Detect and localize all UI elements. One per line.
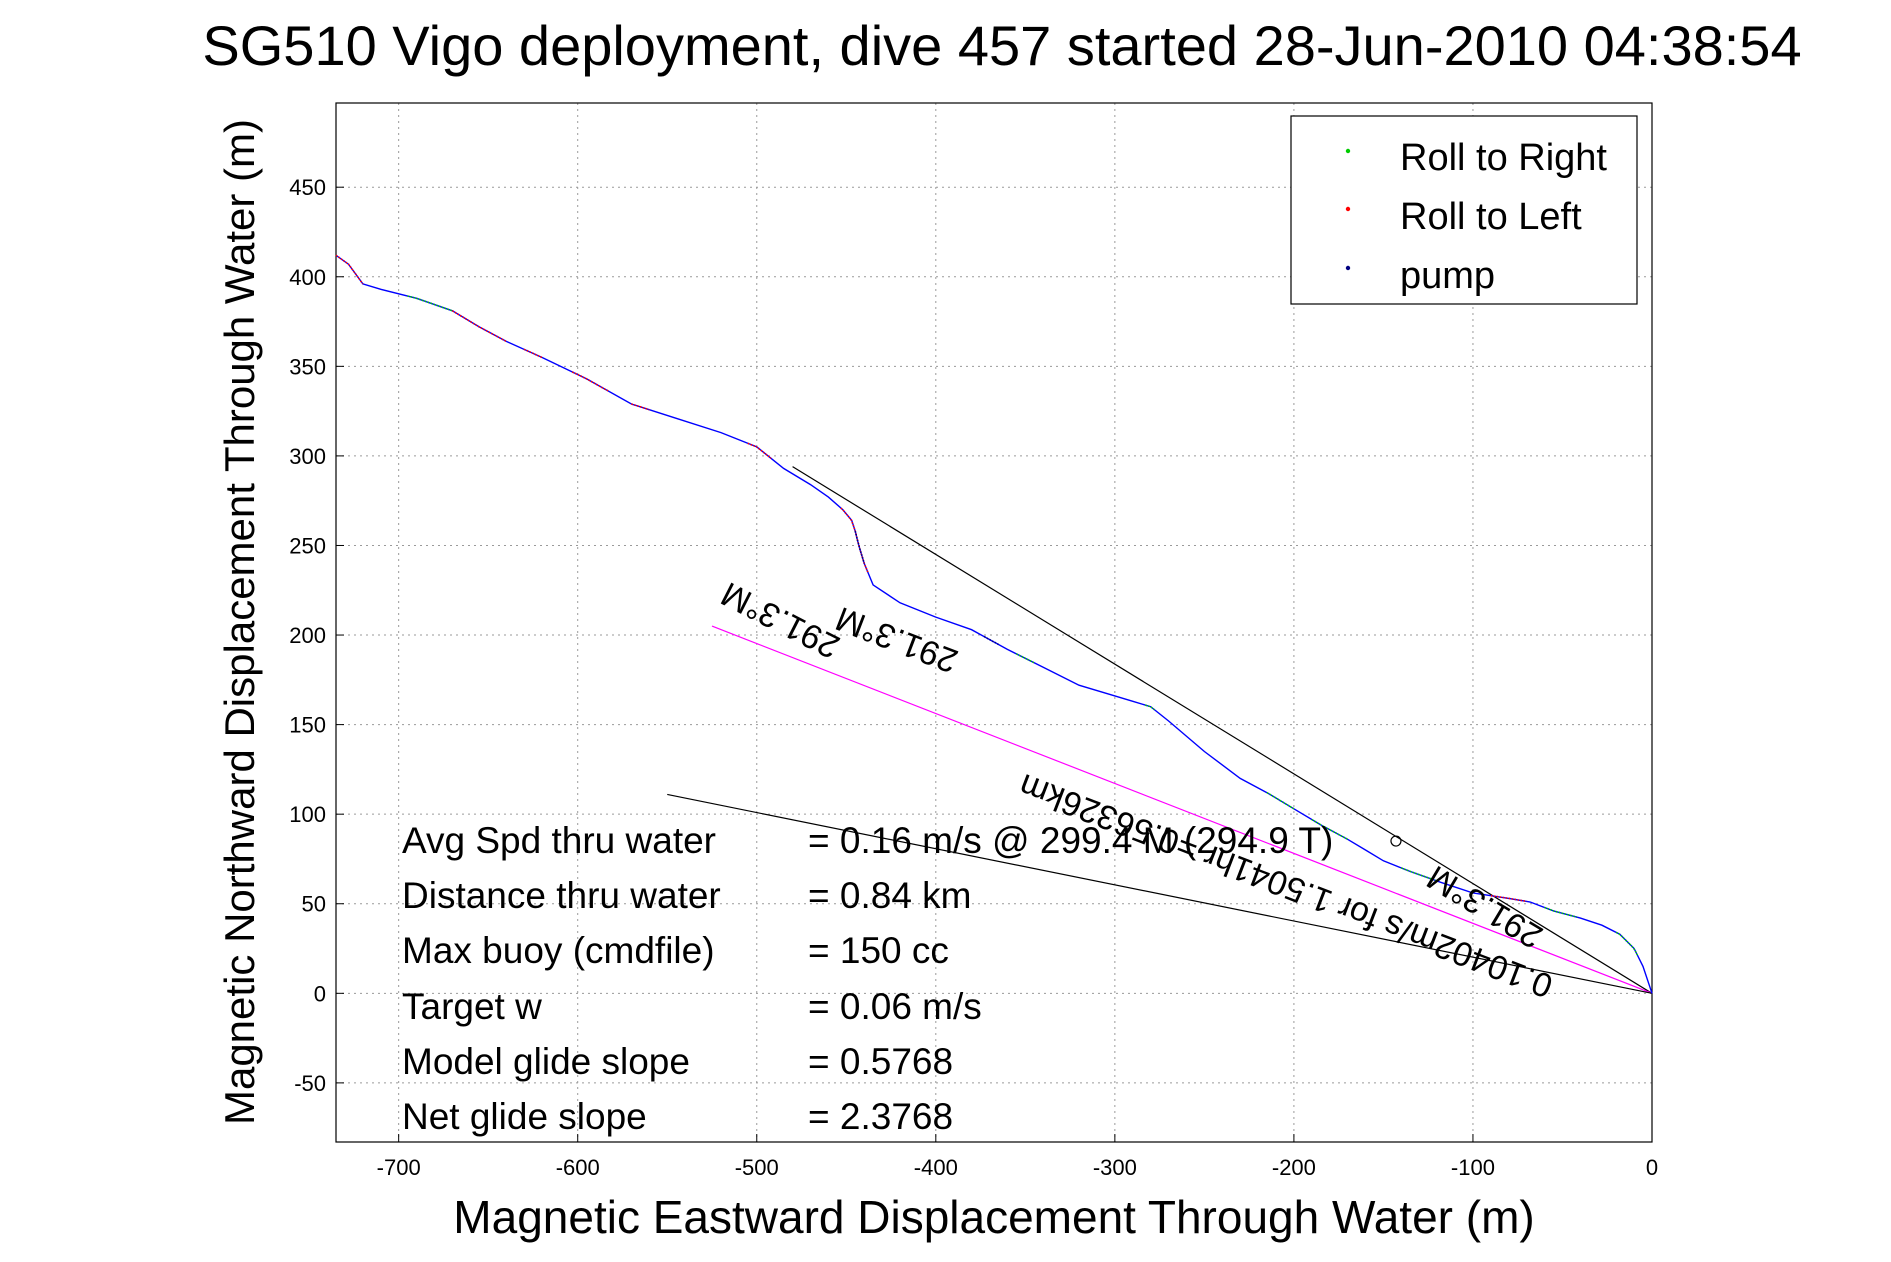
stat-label-target-w: Target w (402, 986, 542, 1027)
plot-frame (335, 102, 1653, 1143)
x-axis-label: Magnetic Eastward Displacement Through W… (453, 1191, 1534, 1243)
x-tick-label: -200 (1272, 1155, 1316, 1180)
y-tick-label: -50 (294, 1071, 326, 1096)
legend-marker-roll-left (1345, 206, 1351, 212)
roll-right-segment (1266, 792, 1295, 810)
stat-label-avg-spd: Avg Spd thru water (402, 820, 716, 861)
annotation-markers (1390, 835, 1402, 847)
x-tick-label: -300 (1093, 1155, 1137, 1180)
x-tick-label: -400 (914, 1155, 958, 1180)
roll-left-segment (631, 403, 650, 411)
y-tick-label: 0 (314, 981, 326, 1006)
track-line (335, 254, 1653, 994)
y-tick-label: 450 (289, 175, 326, 200)
stat-label-distance: Distance thru water (402, 875, 721, 916)
roll-left-segment (571, 371, 609, 392)
y-tick-label: 350 (289, 354, 326, 379)
legend-marker-pump (1345, 265, 1351, 271)
pump-segment (854, 530, 865, 564)
legend-label-pump: pump (1400, 255, 1495, 297)
y-axis-ticks: -50 0 50 100 150 200 250 300 350 400 450 (289, 175, 344, 1096)
roll-left-segment (747, 442, 772, 460)
stat-label-net-glide: Net glide slope (402, 1096, 647, 1137)
roll-left-segment (1490, 894, 1527, 903)
stat-value-max-buoy: = 150 cc (808, 930, 949, 971)
roll-left-segment (523, 348, 543, 359)
annotation-lines (667, 466, 1653, 994)
x-tick-label: -100 (1451, 1155, 1495, 1180)
legend-label-roll-right: Roll to Right (1400, 137, 1607, 179)
y-tick-label: 100 (289, 802, 326, 827)
stat-label-model-glide: Model glide slope (402, 1041, 690, 1082)
x-tick-label: -600 (556, 1155, 600, 1180)
legend: Roll to Right Roll to Left pump (1290, 115, 1638, 305)
roll-right-segment (1016, 653, 1035, 664)
y-tick-label: 300 (289, 444, 326, 469)
roll-right-segment (1544, 906, 1578, 918)
roll-left-segment (451, 310, 507, 343)
x-axis-ticks: -700 -600 -500 -400 -300 -200 -100 0 (377, 1134, 1658, 1180)
x-tick-label: 0 (1646, 1155, 1658, 1180)
roll-right-segment (1400, 867, 1438, 882)
legend-label-roll-left: Roll to Left (1400, 196, 1582, 238)
legend-marker-roll-right (1345, 148, 1351, 154)
roll-right-segment (1311, 818, 1348, 840)
y-tick-label: 250 (289, 533, 326, 558)
stat-value-model-glide: = 0.5768 (808, 1041, 953, 1082)
stat-label-max-buoy: Max buoy (cmdfile) (402, 930, 715, 971)
roll-right-segment (1615, 931, 1639, 957)
y-tick-label: 200 (289, 623, 326, 648)
current-direction-line (792, 466, 1653, 994)
stat-value-distance: = 0.84 km (808, 875, 972, 916)
x-tick-label: -500 (735, 1155, 779, 1180)
x-tick-label: -700 (377, 1155, 421, 1180)
y-tick-label: 400 (289, 265, 326, 290)
stat-value-avg-spd: = 0.16 m/s @ 299.4 M (294.9 T) (808, 820, 1333, 861)
chart-title: SG510 Vigo deployment, dive 457 started … (202, 14, 1801, 77)
y-axis-label: Magnetic Northward Displacement Through … (216, 119, 263, 1125)
roll-right-segment (407, 295, 453, 312)
current-endpoint-marker (1390, 835, 1402, 847)
stat-value-target-w: = 0.06 m/s (808, 986, 982, 1027)
mean-track-line (711, 625, 1653, 994)
y-tick-label: 150 (289, 713, 326, 738)
y-tick-label: 50 (302, 892, 326, 917)
dive-statistics: Avg Spd thru water = 0.16 m/s @ 299.4 M … (402, 820, 1333, 1137)
lower-bound-line (667, 793, 1653, 994)
glider-track (335, 254, 1653, 994)
stat-value-net-glide: = 2.3768 (808, 1096, 953, 1137)
